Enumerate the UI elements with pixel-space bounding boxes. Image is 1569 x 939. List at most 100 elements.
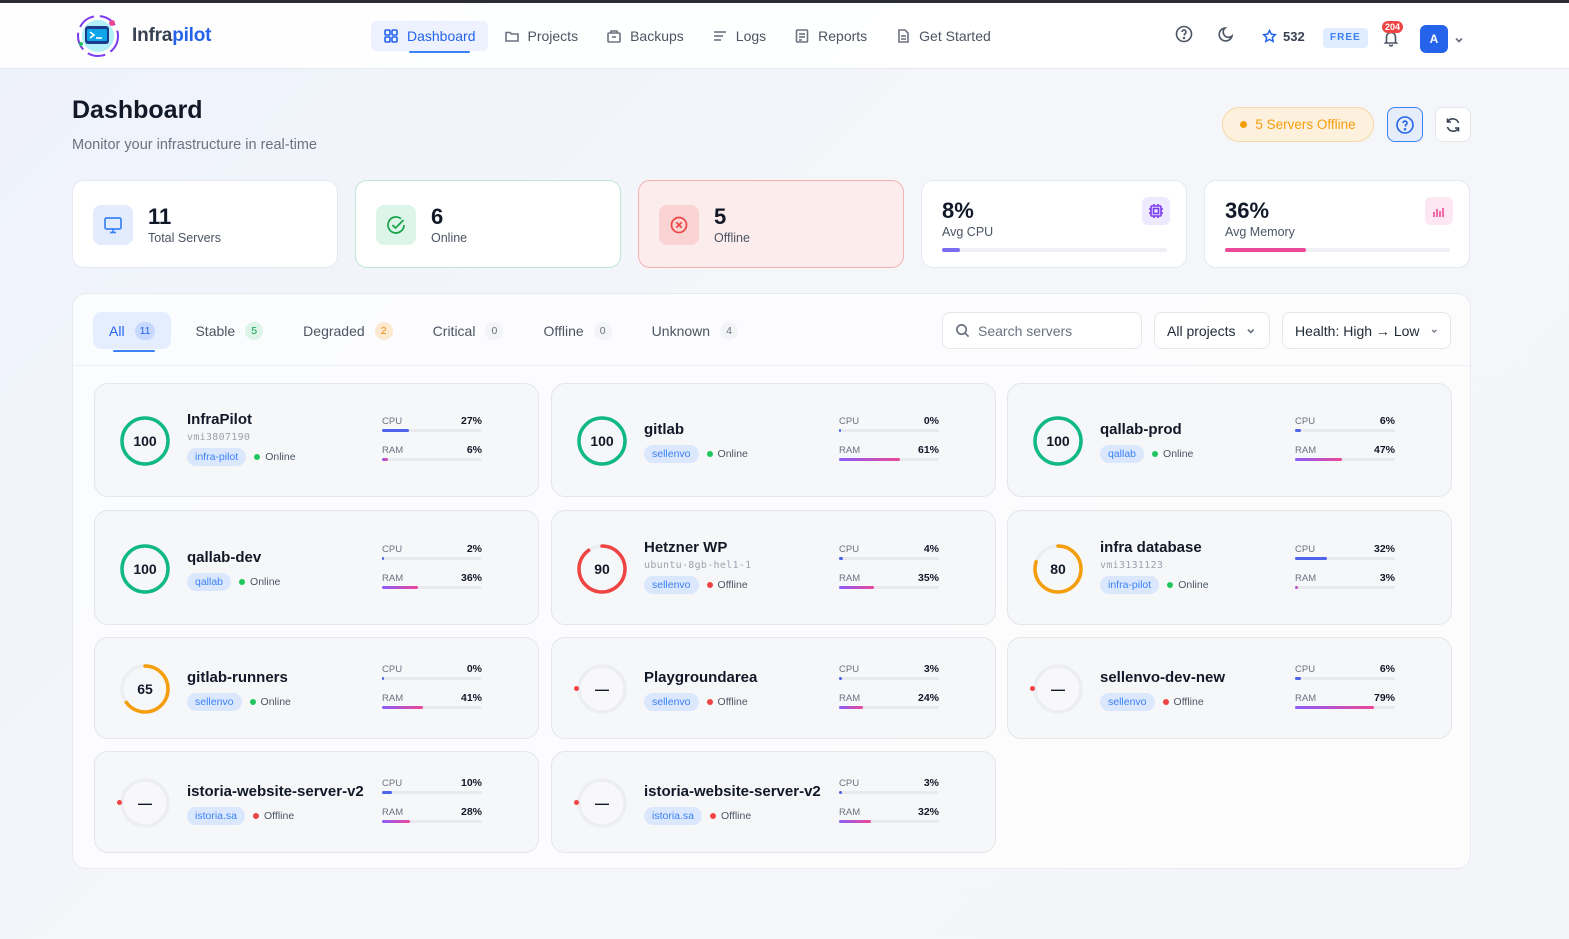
server-id: vmi3131123 [1100, 559, 1164, 571]
server-card[interactable]: 65 gitlab-runners sellenvo Online CPU 0% RAM 41… [94, 637, 539, 739]
tab-unknown[interactable]: Unknown 4 [636, 312, 754, 349]
tab-count-badge: 5 [245, 321, 264, 340]
avatar[interactable]: A [1420, 25, 1448, 53]
ram-label: RAM [1295, 445, 1317, 456]
bell-icon[interactable] [1382, 29, 1400, 52]
server-name[interactable]: qallab-dev [187, 548, 262, 566]
monitor-icon [93, 205, 133, 245]
server-name[interactable]: istoria-website-server-v2 [187, 783, 364, 800]
ram-value: 6% [466, 444, 482, 456]
server-card[interactable]: — istoria-website-server-v2 istoria.sa Offl… [551, 751, 996, 853]
cpu-label: CPU [839, 664, 860, 675]
project-tag[interactable]: sellenvo [1100, 693, 1155, 711]
server-meta: infra-pilot Online [187, 448, 296, 466]
refresh-button[interactable] [1435, 107, 1471, 142]
project-tag[interactable]: sellenvo [644, 575, 699, 594]
project-tag[interactable]: qallab [1100, 445, 1145, 463]
bar-chart-icon [1425, 197, 1453, 225]
project-select[interactable]: All projects [1154, 312, 1270, 349]
stat-value: 11 [148, 204, 172, 229]
server-card[interactable]: 80 infra database vmi3131123 infra-pilot Onl… [1007, 510, 1452, 625]
nav-label: Backups [630, 28, 684, 44]
nav-projects[interactable]: Projects [492, 21, 591, 51]
nav-logs[interactable]: Logs [700, 21, 778, 51]
refresh-icon [1446, 117, 1460, 132]
search-input[interactable] [978, 322, 1128, 339]
nav-reports[interactable]: Reports [782, 21, 879, 51]
ram-value: 35% [917, 571, 939, 584]
health-gauge: 100 [576, 415, 628, 467]
moon-icon[interactable] [1218, 25, 1236, 51]
server-name[interactable]: sellenvo-dev-new [1100, 669, 1226, 686]
help-circle-icon[interactable] [1175, 25, 1193, 51]
server-card[interactable]: — istoria-website-server-v2 istoria.sa Offl… [94, 751, 539, 853]
infrapilot-logo[interactable] [74, 12, 122, 60]
server-card[interactable]: 100 InfraPilot vmi3807190 infra-pilot Online… [94, 383, 539, 497]
tab-all[interactable]: All 11 [93, 312, 172, 352]
nav-get-started[interactable]: Get Started [883, 21, 1003, 51]
server-name[interactable]: istoria-website-server-v2 [644, 783, 821, 800]
health-arc [577, 416, 627, 466]
server-card[interactable]: 100 gitlab sellenvo Online CPU 0% RAM 61% [551, 383, 996, 497]
cpu-label: CPU [382, 778, 403, 789]
cpu-label: CPU [1295, 543, 1316, 555]
project-tag[interactable]: sellenvo [187, 693, 242, 711]
server-card[interactable]: 90 Hetzner WP ubuntu-8gb-hel1-1 sellenvo Off… [551, 510, 996, 625]
server-card[interactable]: 100 qallab-prod qallab Online CPU 6% RAM 47% [1007, 383, 1452, 497]
stat-avg-memory[interactable]: 36% Avg Memory [1204, 180, 1470, 268]
chevron-down-icon[interactable] [1453, 33, 1465, 51]
health-arc [120, 416, 170, 466]
stat-total-servers[interactable]: 11 Total Servers [72, 180, 338, 268]
stat-offline[interactable]: 5 Offline [638, 180, 904, 268]
tab-critical[interactable]: Critical 0 [417, 312, 520, 349]
server-name[interactable]: Hetzner WP [644, 538, 728, 556]
tab-stable[interactable]: Stable 5 [179, 312, 279, 349]
ram-bar-fill [382, 820, 410, 823]
server-name[interactable]: gitlab [644, 421, 684, 438]
nav-dashboard[interactable]: Dashboard [371, 21, 488, 53]
stat-avg-cpu[interactable]: 8% Avg CPU [921, 180, 1187, 268]
cpu-value: 27% [460, 415, 482, 427]
server-name[interactable]: infra database [1100, 538, 1202, 556]
ram-label: RAM [382, 693, 404, 704]
server-card[interactable]: — sellenvo-dev-new sellenvo Offline CPU 6% RAM… [1007, 637, 1452, 739]
cpu-label: CPU [839, 543, 860, 555]
sort-select[interactable]: Health: High → Low [1282, 312, 1451, 349]
health-arc [120, 664, 170, 714]
nav-backups[interactable]: Backups [594, 21, 696, 51]
ram-label: RAM [382, 445, 404, 456]
server-name[interactable]: Playgroundarea [644, 669, 758, 686]
list-icon [713, 31, 726, 41]
server-name[interactable]: qallab-prod [1100, 421, 1182, 438]
project-tag[interactable]: istoria.sa [644, 807, 703, 825]
project-tag[interactable]: sellenvo [644, 693, 699, 711]
server-card[interactable]: — Playgroundarea sellenvo Offline CPU 3% RAM 24… [551, 637, 996, 739]
search-box[interactable] [942, 312, 1142, 349]
server-card[interactable]: 100 qallab-dev qallab Online CPU 2% RAM 36% [94, 510, 539, 625]
ram-label: RAM [382, 807, 404, 818]
github-stars[interactable]: 532 [1262, 29, 1305, 44]
cpu-bar-fill [382, 791, 392, 794]
project-tag[interactable]: infra-pilot [187, 448, 247, 466]
project-tag[interactable]: istoria.sa [187, 807, 246, 825]
project-tag[interactable]: sellenvo [644, 445, 699, 463]
help-button[interactable] [1387, 107, 1423, 142]
status-text: Offline [264, 810, 295, 822]
status-text: Offline [717, 578, 748, 591]
ram-value: 28% [460, 806, 482, 818]
brand-name[interactable]: Infrapilot [132, 25, 211, 47]
stat-online[interactable]: 6 Online [355, 180, 621, 268]
server-meta: infra-pilot Online [1100, 575, 1209, 594]
project-tag[interactable]: infra-pilot [1100, 575, 1160, 594]
nav-label: Dashboard [407, 28, 476, 44]
project-tag[interactable]: qallab [187, 572, 232, 591]
server-name[interactable]: InfraPilot [187, 411, 253, 428]
status-dot [249, 699, 256, 705]
tab-offline[interactable]: Offline 0 [527, 312, 627, 349]
tab-degraded[interactable]: Degraded 2 [287, 312, 409, 349]
server-name[interactable]: gitlab-runners [187, 669, 288, 686]
status-indicator: Offline [1162, 696, 1204, 708]
cpu-label: CPU [1295, 416, 1316, 427]
servers-offline-badge[interactable]: 5 Servers Offline [1222, 107, 1374, 142]
health-gauge: 80 [1032, 543, 1084, 595]
